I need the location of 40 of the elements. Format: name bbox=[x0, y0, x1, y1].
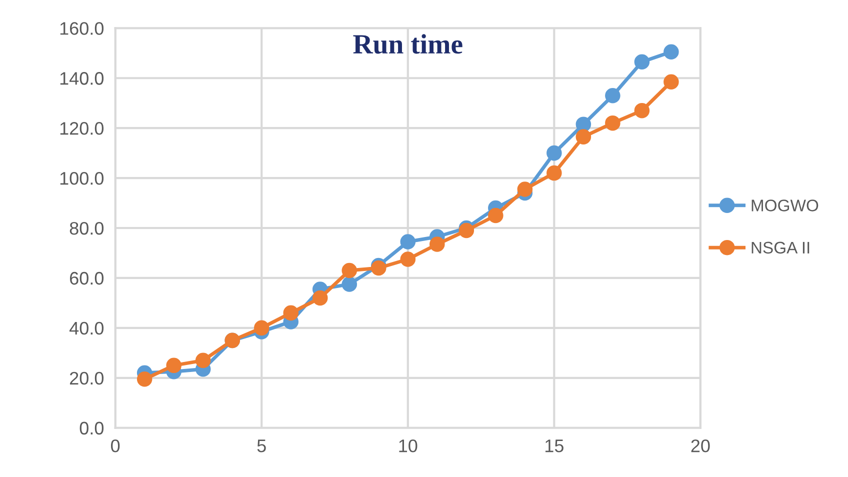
x-tick-label: 20 bbox=[691, 439, 710, 452]
y-tick-label: 80.0 bbox=[70, 222, 104, 235]
y-tick-label: 20.0 bbox=[70, 372, 104, 385]
point bbox=[634, 102, 650, 118]
point bbox=[400, 252, 416, 267]
x-tick-label: 0 bbox=[111, 439, 120, 452]
point bbox=[634, 54, 650, 70]
point bbox=[576, 129, 592, 144]
point bbox=[195, 352, 211, 368]
point bbox=[254, 320, 270, 336]
point bbox=[664, 74, 679, 90]
x-tick-label: 5 bbox=[257, 440, 266, 452]
point bbox=[664, 44, 679, 60]
point bbox=[342, 276, 358, 292]
y-tick-label: 60.0 bbox=[70, 272, 104, 285]
point bbox=[605, 88, 620, 104]
point bbox=[546, 165, 562, 181]
point bbox=[283, 305, 299, 321]
chart-title: Run time bbox=[353, 34, 462, 54]
y-tick-label: 120.0 bbox=[60, 122, 104, 135]
point bbox=[430, 236, 445, 252]
point bbox=[166, 358, 182, 374]
y-tick-label: 100.0 bbox=[60, 172, 104, 185]
y-tick-label: 40.0 bbox=[69, 322, 104, 335]
point bbox=[605, 115, 620, 131]
point bbox=[400, 234, 416, 250]
point bbox=[136, 372, 152, 387]
x-tick-label: 15 bbox=[546, 440, 564, 452]
point bbox=[576, 116, 592, 132]
y-tick-label: 140.0 bbox=[60, 72, 104, 85]
x-tick-label: 10 bbox=[399, 439, 418, 452]
y-tick-label: 0.0 bbox=[80, 422, 104, 435]
point bbox=[312, 290, 328, 306]
point bbox=[546, 145, 562, 161]
legend-label: NSGA II bbox=[752, 242, 810, 254]
point bbox=[342, 262, 358, 278]
point bbox=[517, 182, 533, 197]
y-tick-label: 160.0 bbox=[60, 22, 104, 35]
legend-label: MOGWO bbox=[752, 200, 818, 212]
point bbox=[488, 208, 504, 224]
